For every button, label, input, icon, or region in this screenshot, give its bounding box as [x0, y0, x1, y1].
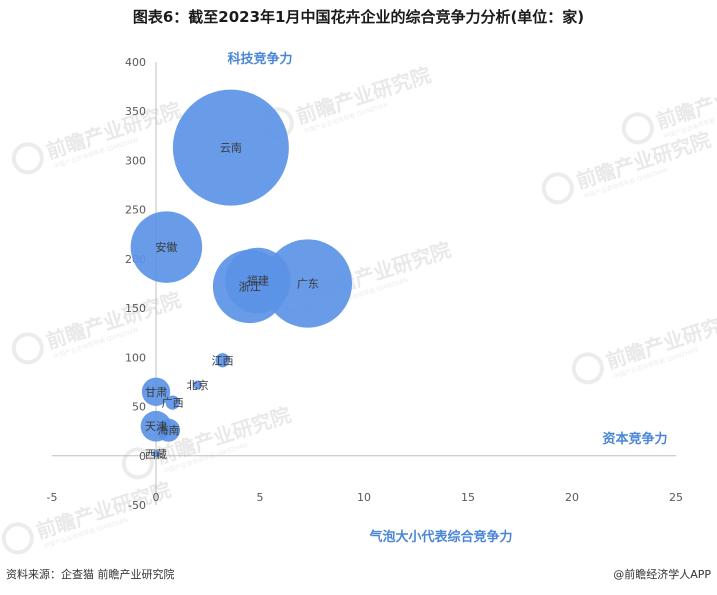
source-note: 资料来源：企查猫 前瞻产业研究院 — [6, 568, 175, 581]
y-tick-label: 100 — [125, 351, 146, 364]
x-tick-label: 25 — [669, 491, 683, 504]
bubble-label: 西藏 — [145, 448, 167, 461]
y-tick-label: 300 — [125, 154, 146, 167]
watermark-text: 前瞻产业研究院 — [33, 477, 174, 543]
y-axis-label: 科技竞争力 — [227, 51, 292, 67]
x-tick-label: 20 — [565, 491, 579, 504]
bubble-label: 广东 — [297, 278, 319, 291]
bubble-label: 甘肃 — [145, 386, 167, 399]
bubble-label: 海南 — [157, 423, 179, 437]
watermark-text: 前瞻产业研究院 — [293, 62, 434, 128]
watermark-logo — [121, 447, 154, 480]
x-tick-label: -5 — [47, 491, 58, 504]
y-tick-label: 150 — [125, 302, 146, 315]
bubble-label: 安徽 — [155, 240, 177, 254]
watermark-logo — [1, 522, 34, 555]
watermark-text: 前瞻产业研究院 — [43, 97, 184, 163]
bubble-label: 北京 — [187, 378, 209, 392]
watermark-text: 前瞻产业研究院 — [43, 287, 184, 353]
watermark-logo — [11, 332, 44, 365]
x-tick-label: 0 — [153, 491, 160, 504]
bubble-label: 广西 — [162, 397, 184, 410]
watermark-text: 前瞻产业研究院 — [573, 127, 714, 193]
bubble — [263, 239, 353, 328]
x-tick-label: 5 — [257, 491, 264, 504]
watermark-logo — [11, 142, 44, 175]
credit-note: @前瞻经济学人APP — [613, 568, 711, 581]
bubble-label: 天津 — [145, 420, 167, 433]
bubble — [193, 380, 203, 390]
bubble — [141, 377, 171, 406]
y-tick-label: 250 — [125, 204, 146, 217]
x-tick-label: 15 — [461, 491, 475, 504]
bubble — [215, 353, 230, 368]
chart-title: 图表6：截至2023年1月中国花卉企业的综合竞争力分析(单位：家) — [132, 8, 585, 26]
bubble-label: 江西 — [212, 354, 234, 367]
y-tick-label: 50 — [132, 401, 146, 414]
watermark-logo — [571, 352, 604, 385]
y-tick-label: 400 — [125, 56, 146, 69]
bubble-label: 福建 — [247, 274, 269, 288]
y-tick-label: 350 — [125, 105, 146, 118]
bubbles — [130, 89, 353, 458]
bubble — [152, 450, 160, 458]
bubble-label: 浙江 — [239, 280, 261, 293]
y-tick-label: 0 — [139, 450, 146, 463]
bubble — [156, 418, 181, 442]
watermark-logo — [621, 112, 654, 145]
y-tick-label: -50 — [128, 499, 146, 512]
x-axis-label: 资本竞争力 — [602, 431, 667, 447]
x-tick-labels: -5 0 5 10 15 20 25 — [47, 491, 683, 504]
bubble — [165, 395, 180, 410]
watermark-logo — [541, 172, 574, 205]
bubble — [130, 211, 203, 283]
bubble — [172, 89, 289, 206]
bubble-label: 云南 — [220, 142, 242, 155]
bubble-size-note: 气泡大小代表综合竞争力 — [369, 529, 512, 545]
x-tick-label: 10 — [357, 491, 371, 504]
